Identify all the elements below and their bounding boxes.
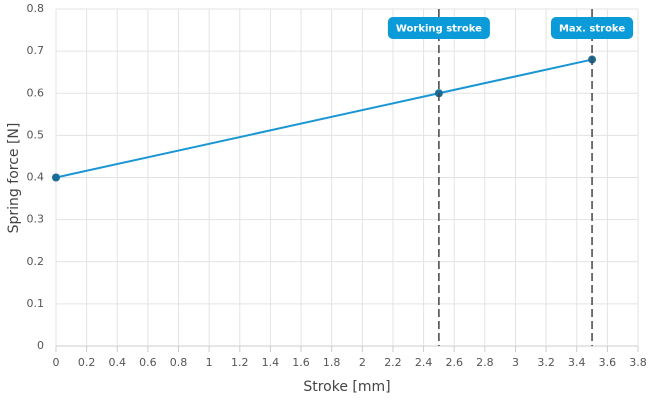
x-tick-label: 2.2 (384, 356, 402, 369)
y-tick-label: 0.4 (27, 171, 45, 184)
x-tick-label: 2.4 (415, 356, 433, 369)
x-tick-label: 2.6 (445, 356, 463, 369)
y-tick-label: 0.5 (27, 128, 45, 141)
y-tick-label: 0.6 (27, 86, 45, 99)
x-tick-label: 2 (359, 356, 366, 369)
x-tick-label: 1.6 (292, 356, 310, 369)
x-tick-label: 3 (512, 356, 519, 369)
x-tick-label: 1.4 (262, 356, 280, 369)
y-tick-label: 0.1 (27, 297, 45, 310)
data-point (52, 173, 60, 182)
x-tick-label: 0.4 (109, 356, 127, 369)
x-tick-label: 0.6 (139, 356, 157, 369)
x-tick-label: 3.4 (568, 356, 586, 369)
y-axis-title: Spring force [N] (6, 123, 22, 234)
x-tick-label: 2.8 (476, 356, 494, 369)
x-tick-label: 3.8 (629, 356, 647, 369)
x-tick-label: 3.2 (537, 356, 555, 369)
y-tick-label: 0 (37, 339, 44, 352)
x-tick-label: 0.2 (78, 356, 96, 369)
x-tick-label: 1.2 (231, 356, 249, 369)
data-line (55, 58, 593, 179)
x-tick-label: 0 (53, 356, 60, 369)
y-tick-label: 0.2 (27, 255, 45, 268)
y-tick-label: 0.3 (27, 213, 45, 226)
annotation-box (387, 17, 490, 39)
x-tick-label: 3.6 (599, 356, 617, 369)
annotation-label: Working stroke (396, 24, 482, 35)
x-tick-label: 0.8 (170, 356, 188, 369)
y-tick-label: 0.8 (27, 2, 45, 15)
x-tick-label: 1 (206, 356, 213, 369)
annotation-box (550, 17, 634, 39)
y-tick-label: 0.7 (27, 44, 45, 57)
annotation-label: Max. stroke (559, 24, 625, 35)
x-tick-label: 1.8 (323, 356, 341, 369)
x-axis-title: Stroke [mm] (303, 379, 390, 395)
